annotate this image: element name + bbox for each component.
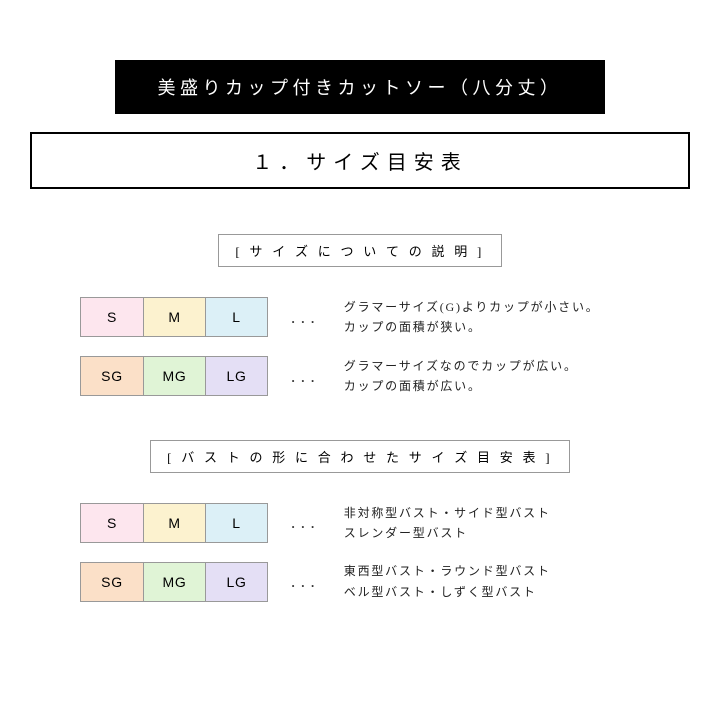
size-desc: グラマーサイズ(G)よりカップが小さい。 カップの面積が狭い。	[344, 297, 600, 338]
sub-label-explanation: [ サ イ ズ に つ い て の 説 明 ]	[218, 234, 501, 267]
size-cell-m: M	[143, 298, 205, 336]
size-group-sml: S M L	[80, 503, 268, 543]
size-cell-l: L	[205, 298, 267, 336]
size-group-sml: S M L	[80, 297, 268, 337]
ellipsis: ．．．	[290, 572, 326, 591]
size-cell-mg: MG	[143, 563, 205, 601]
size-cell-sg: SG	[81, 357, 143, 395]
desc-line: 東西型バスト・ラウンド型バスト	[344, 561, 551, 581]
size-cell-sg: SG	[81, 563, 143, 601]
desc-line: 非対称型バスト・サイド型バスト	[344, 503, 551, 523]
desc-line: ベル型バスト・しずく型バスト	[344, 582, 551, 602]
size-cell-lg: LG	[205, 563, 267, 601]
size-cell-lg: LG	[205, 357, 267, 395]
size-cell-mg: MG	[143, 357, 205, 395]
product-title: 美盛りカップ付きカットソー（八分丈）	[115, 60, 605, 114]
desc-line: カップの面積が広い。	[344, 376, 578, 396]
ellipsis: ．．．	[290, 513, 326, 532]
size-group-g: SG MG LG	[80, 356, 268, 396]
size-row: S M L ．．． 非対称型バスト・サイド型バスト スレンダー型バスト	[30, 503, 690, 544]
desc-line: グラマーサイズなのでカップが広い。	[344, 356, 578, 376]
size-desc: 東西型バスト・ラウンド型バスト ベル型バスト・しずく型バスト	[344, 561, 551, 602]
size-cell-s: S	[81, 298, 143, 336]
ellipsis: ．．．	[290, 367, 326, 386]
section-header: １．サイズ目安表	[30, 132, 690, 189]
size-cell-l: L	[205, 504, 267, 542]
desc-line: カップの面積が狭い。	[344, 317, 600, 337]
size-desc: グラマーサイズなのでカップが広い。 カップの面積が広い。	[344, 356, 578, 397]
desc-line: スレンダー型バスト	[344, 523, 551, 543]
size-cell-s: S	[81, 504, 143, 542]
desc-line: グラマーサイズ(G)よりカップが小さい。	[344, 297, 600, 317]
ellipsis: ．．．	[290, 308, 326, 327]
sub-label-bust: [ バ ス ト の 形 に 合 わ せ た サ イ ズ 目 安 表 ]	[150, 440, 570, 473]
size-row: SG MG LG ．．． 東西型バスト・ラウンド型バスト ベル型バスト・しずく型…	[30, 561, 690, 602]
size-desc: 非対称型バスト・サイド型バスト スレンダー型バスト	[344, 503, 551, 544]
size-row: S M L ．．． グラマーサイズ(G)よりカップが小さい。 カップの面積が狭い…	[30, 297, 690, 338]
size-group-g: SG MG LG	[80, 562, 268, 602]
page-container: 美盛りカップ付きカットソー（八分丈） １．サイズ目安表 [ サ イ ズ に つ …	[0, 0, 720, 602]
size-cell-m: M	[143, 504, 205, 542]
size-row: SG MG LG ．．． グラマーサイズなのでカップが広い。 カップの面積が広い…	[30, 356, 690, 397]
